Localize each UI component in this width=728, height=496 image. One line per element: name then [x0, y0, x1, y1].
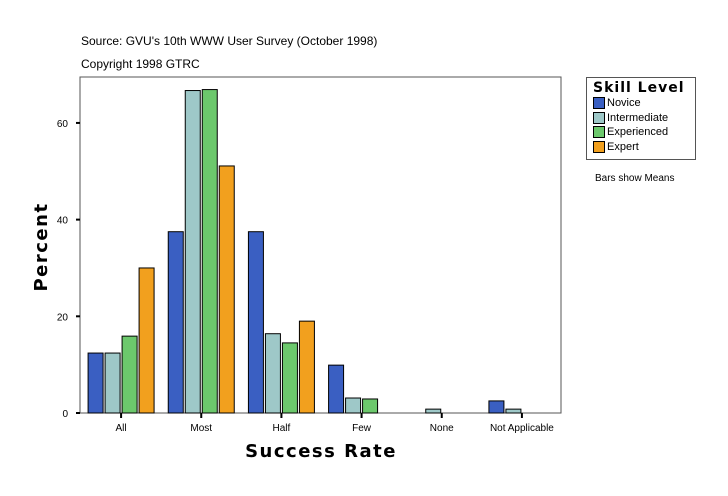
copyright-text: Copyright 1998 GTRC — [81, 57, 200, 71]
legend-item: Novice — [593, 96, 695, 111]
bar-intermediate — [184, 90, 201, 414]
x-tick-label: None — [430, 423, 454, 434]
y-tick-label: 60 — [57, 119, 69, 130]
legend-label: Expert — [607, 140, 639, 153]
legend-label: Novice — [607, 97, 641, 110]
x-tick-label: All — [116, 423, 127, 434]
x-tick-label: Few — [352, 423, 372, 434]
bar-expert — [218, 165, 235, 414]
note-text: Bars show Means — [595, 173, 675, 184]
legend-label: Intermediate — [607, 111, 669, 124]
legend-title: Skill Level — [593, 80, 685, 96]
legend-swatch — [593, 111, 605, 124]
bar-experienced — [281, 342, 298, 414]
y-axis-label: Percent — [31, 202, 52, 291]
bar-intermediate — [264, 333, 281, 414]
plot-area — [79, 76, 562, 414]
legend: Skill Level Novice Intermediate Experience… — [586, 77, 696, 160]
bar-intermediate — [345, 397, 362, 414]
legend-swatch — [593, 140, 605, 153]
y-tick-label: 0 — [62, 409, 68, 420]
bar-novice — [167, 231, 184, 414]
legend-item: Intermediate — [593, 111, 695, 126]
x-tick-label: Not Applicable — [490, 423, 554, 434]
legend-label: Experienced — [607, 126, 669, 139]
bar-novice — [328, 364, 345, 414]
source-text: Source: GVU's 10th WWW User Survey (Octo… — [81, 34, 378, 48]
legend-swatch — [593, 126, 605, 139]
bar-experienced — [362, 398, 379, 414]
bar-novice — [247, 231, 264, 414]
bar-novice — [87, 352, 104, 414]
bar-novice — [488, 400, 505, 414]
bar-expert — [138, 267, 155, 414]
x-tick-label: Most — [190, 423, 212, 434]
bar-intermediate — [425, 408, 442, 414]
legend-item: Experienced — [593, 125, 695, 140]
x-axis-label: Success Rate — [245, 441, 397, 462]
bar-intermediate — [505, 408, 522, 414]
y-tick-label: 20 — [57, 312, 69, 323]
bar-experienced — [121, 335, 138, 414]
legend-swatch — [593, 97, 605, 110]
bar-intermediate — [104, 352, 121, 414]
legend-item: Expert — [593, 140, 695, 155]
y-tick-label: 40 — [57, 216, 69, 227]
bar-experienced — [201, 89, 218, 414]
bar-expert — [298, 320, 315, 414]
x-tick-label: Half — [273, 423, 291, 434]
